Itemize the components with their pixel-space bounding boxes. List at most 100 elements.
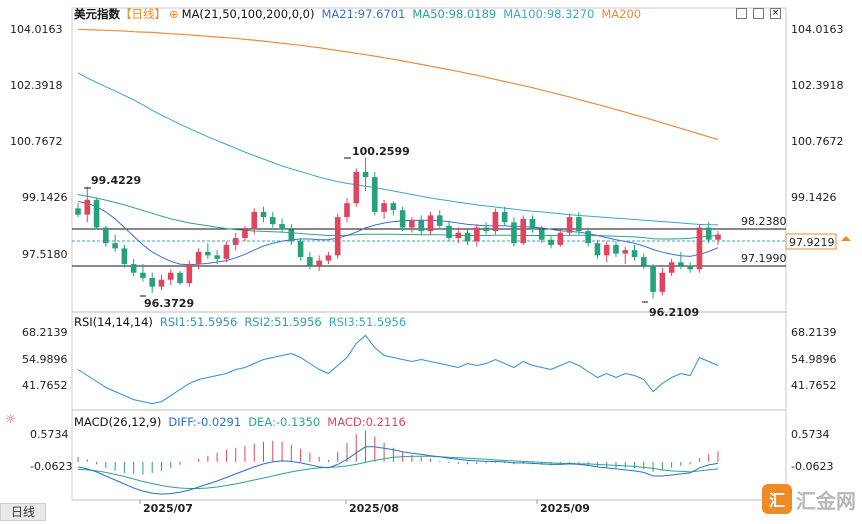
split-icon[interactable] bbox=[753, 8, 764, 19]
rsi-axis: 68.2139 54.9896 41.7652 68.2139 54.9896 … bbox=[22, 326, 837, 392]
svg-text:97.9219: 97.9219 bbox=[789, 236, 835, 249]
symbol-name[interactable]: 美元指数 bbox=[74, 7, 120, 21]
candle bbox=[121, 244, 128, 268]
rsi-line bbox=[77, 334, 719, 405]
price-axis-right: 104.0163 102.3918 100.7672 99.1426 bbox=[791, 23, 844, 204]
dea-legend: DEA:-0.1350 bbox=[248, 415, 321, 429]
candle bbox=[195, 248, 202, 270]
x-tick: 2025/08 bbox=[349, 502, 399, 515]
ma21-legend: MA21:97.6701 bbox=[321, 7, 406, 21]
candle bbox=[594, 239, 601, 259]
price-axis-left: 104.0163 102.3918 100.7672 99.1426 97.51… bbox=[10, 23, 68, 261]
price-legend: 美元指数【日线】 ⊕ MA(21,50,100,200,0,0) MA21:97.67… bbox=[74, 6, 648, 22]
candle bbox=[548, 236, 554, 249]
rsi-tick-left: 68.2139 bbox=[22, 326, 68, 339]
candle bbox=[529, 215, 536, 233]
ma100-legend: MA100:98.3270 bbox=[503, 7, 595, 21]
macd-axis: 0.5734 -0.0623 0.5734 -0.0623 bbox=[30, 428, 833, 473]
circle-plus-icon[interactable]: ⊕ bbox=[169, 7, 179, 21]
candle bbox=[446, 220, 452, 242]
candle bbox=[372, 171, 378, 216]
rsi-tick-right: 41.7652 bbox=[791, 379, 837, 392]
candle bbox=[334, 213, 341, 259]
candle bbox=[483, 222, 489, 235]
candle bbox=[436, 210, 443, 230]
candle bbox=[186, 260, 193, 287]
ma-params[interactable]: MA(21,50,100,200,0,0) bbox=[181, 7, 315, 21]
candle bbox=[538, 225, 545, 244]
macd-params[interactable]: MACD(26,12,9) bbox=[74, 415, 162, 429]
candle bbox=[130, 258, 137, 277]
macd-tick-right: 0.5734 bbox=[791, 428, 830, 441]
candle bbox=[177, 271, 183, 285]
candle bbox=[585, 227, 591, 247]
candle bbox=[205, 243, 211, 259]
rsi-tick-right: 54.9896 bbox=[791, 353, 837, 366]
close-icon[interactable]: × bbox=[770, 8, 781, 19]
rsi-params[interactable]: RSI(14,14,14) bbox=[74, 315, 153, 329]
candle bbox=[427, 211, 434, 235]
watermark: 汇 汇金网 bbox=[762, 484, 856, 514]
rsi-tick-left: 41.7652 bbox=[22, 379, 68, 392]
candle bbox=[640, 253, 647, 270]
candle bbox=[149, 272, 156, 293]
candle bbox=[668, 258, 675, 277]
candle bbox=[112, 234, 118, 252]
period-label[interactable]: 【日线】 bbox=[120, 7, 166, 21]
x-tick: 2025/09 bbox=[540, 502, 590, 515]
candle bbox=[705, 222, 712, 244]
price-arrow-icon bbox=[841, 236, 851, 241]
candle bbox=[622, 246, 629, 265]
candle bbox=[511, 217, 517, 247]
candle bbox=[409, 217, 415, 233]
candle bbox=[93, 197, 100, 230]
candle bbox=[678, 251, 684, 270]
candle bbox=[214, 250, 220, 265]
price-tick-right: 102.3918 bbox=[791, 79, 844, 92]
low-label-2: 96.2109 bbox=[649, 306, 699, 319]
macd-legend: MACD(26,12,9) DIFF:-0.0291 DEA:-0.1350 MACD… bbox=[74, 415, 413, 429]
candle bbox=[307, 251, 313, 270]
candle bbox=[279, 218, 285, 233]
candle bbox=[687, 262, 693, 273]
settings-icon[interactable]: ☼ bbox=[5, 412, 16, 426]
candle bbox=[474, 224, 480, 247]
candle bbox=[84, 186, 91, 223]
candle bbox=[613, 241, 619, 258]
candle bbox=[390, 201, 397, 216]
candle bbox=[140, 264, 146, 282]
candle bbox=[501, 206, 508, 226]
candle bbox=[316, 255, 322, 272]
price-tick-right: 104.0163 bbox=[791, 23, 844, 36]
candle bbox=[344, 197, 350, 223]
candle bbox=[353, 168, 360, 207]
candle bbox=[223, 241, 230, 263]
diff-legend: DIFF:-0.0291 bbox=[168, 415, 242, 429]
high-low-markers: 99.4229 96.3729 100.2599 96.2109 bbox=[84, 145, 699, 319]
x-tick: 2025/07 bbox=[143, 502, 193, 515]
candle bbox=[715, 231, 721, 245]
high-label-1: 99.4229 bbox=[91, 174, 141, 187]
rsi-tick-left: 54.9896 bbox=[22, 353, 68, 366]
candle bbox=[242, 225, 248, 242]
macd-tick-left: 0.5734 bbox=[30, 428, 69, 441]
candle bbox=[251, 208, 258, 235]
window-icon[interactable] bbox=[736, 8, 747, 19]
candle bbox=[576, 211, 582, 235]
macd-histogram bbox=[77, 430, 719, 475]
price-tick-left: 104.0163 bbox=[10, 23, 63, 36]
candle bbox=[269, 211, 276, 228]
rsi2-legend: RSI2:51.5956 bbox=[244, 315, 322, 329]
candle bbox=[297, 237, 304, 261]
candle bbox=[631, 244, 638, 261]
candle bbox=[288, 224, 295, 245]
candle bbox=[381, 199, 387, 219]
low-label-1: 96.3729 bbox=[144, 297, 194, 310]
candle bbox=[325, 251, 332, 265]
resistance-label: 98.2380 bbox=[741, 215, 787, 228]
period-button[interactable]: 日线 bbox=[0, 503, 46, 521]
rsi-tick-right: 68.2139 bbox=[791, 326, 837, 339]
price-tick-left: 97.5180 bbox=[22, 248, 68, 261]
price-tick-left: 102.3918 bbox=[10, 79, 63, 92]
